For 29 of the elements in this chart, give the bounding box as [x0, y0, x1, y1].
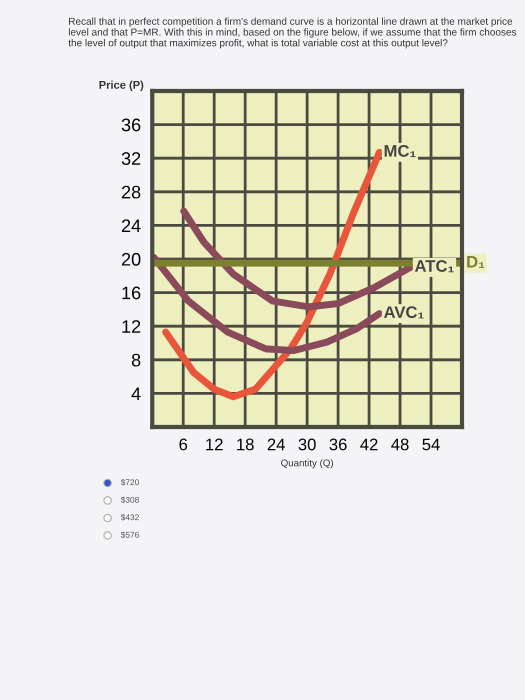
series-label: ATC₁ [414, 260, 454, 272]
y-tick-label: 8 [132, 354, 140, 367]
x-tick-label: 48 [391, 438, 409, 450]
x-tick-label: 30 [298, 438, 316, 450]
text: $720 [120, 478, 139, 486]
series-label: MC₁ [384, 144, 416, 158]
series-label: D₁ [467, 256, 484, 268]
series-label: AVC₁ [384, 306, 424, 318]
y-axis-title: Price (P) [99, 80, 144, 91]
y-tick-label: 20 [122, 252, 140, 266]
y-tick-label: 12 [122, 320, 140, 333]
text: $576 [120, 531, 139, 538]
chart-title: Recall that in perfect competition a firm's demand curve is a horizontal line drawn at the market price level and that P=MR. With this in mind, based on the figure below, if we assume that the firm chooses the level of output that maximizes profit, what is total variable cost at this output level? [68, 18, 516, 48]
x-tick-label: 12 [206, 438, 223, 450]
y-tick-label: 36 [122, 118, 140, 132]
x-tick-label: 6 [179, 438, 188, 450]
y-tick-label: 28 [122, 186, 140, 199]
y-tick-label: 24 [122, 219, 141, 232]
y-tick-label: 32 [122, 152, 140, 165]
x-tick-label: 36 [329, 438, 347, 450]
x-tick-label: 42 [360, 438, 378, 450]
text: $432 [120, 514, 139, 521]
text: $308 [120, 496, 139, 504]
x-tick-label: 24 [268, 438, 285, 450]
y-tick-label: 16 [122, 286, 140, 300]
x-tick-label: 54 [422, 438, 440, 450]
y-tick-label: 4 [132, 388, 141, 400]
x-axis-title: Quantity (Q) [281, 459, 333, 468]
x-tick-label: 18 [237, 438, 254, 450]
